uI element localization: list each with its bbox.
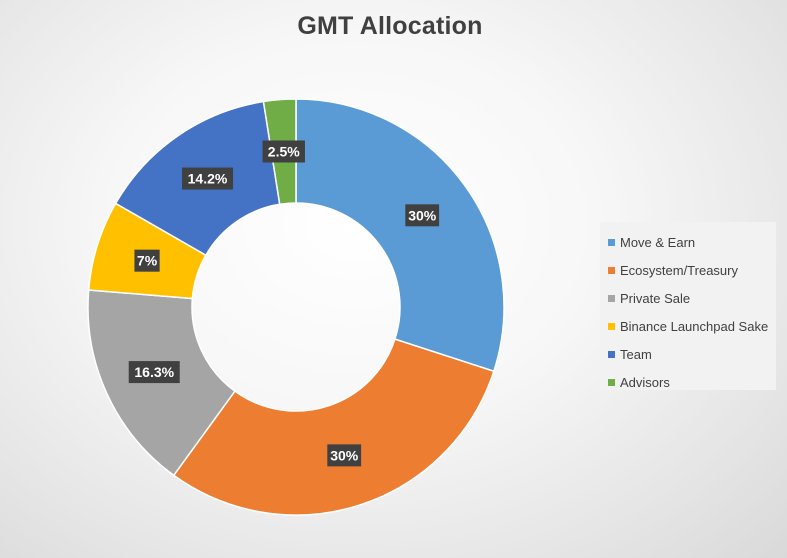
legend-label: Advisors (620, 374, 670, 390)
data-label: 14.2% (182, 167, 234, 190)
data-label-text: 16.3% (134, 364, 174, 380)
data-label-box (262, 140, 305, 163)
legend-swatch-move-earn (608, 238, 615, 246)
legend-label: Ecosystem/Treasury (620, 262, 738, 278)
data-label-box (128, 361, 180, 384)
data-label-text: 2.5% (268, 143, 300, 159)
data-label-box (134, 249, 160, 272)
data-label: 30% (405, 204, 440, 227)
chart-title: GMT Allocation (297, 12, 483, 40)
legend-swatch-binance-launchpad (608, 322, 615, 330)
data-label: 7% (134, 249, 160, 272)
slices-group (87, 98, 505, 516)
legend-item-binance-launchpad: Binance Launchpad Sake (600, 312, 776, 340)
data-label-box (405, 204, 440, 227)
legend-label: Binance Launchpad Sake (620, 318, 769, 334)
data-label-box (327, 444, 362, 467)
data-label: 16.3% (128, 361, 180, 384)
data-label-text: 30% (330, 447, 359, 463)
data-label-text: 7% (137, 253, 158, 269)
legend-label: Team (620, 346, 652, 362)
chart-legend: Move & Earn Ecosystem/Treasury Private S… (600, 222, 776, 390)
legend-label: Move & Earn (620, 234, 696, 250)
donut-chart: 30% 30% 16.3% 7% 14.2% 2.5% (87, 98, 505, 516)
data-labels-group: 30% 30% 16.3% 7% 14.2% 2.5% (128, 140, 440, 467)
data-label-text: 30% (408, 207, 437, 223)
legend-swatch-advisors (608, 378, 615, 386)
legend-item-advisors: Advisors (600, 368, 776, 396)
data-label: 30% (327, 444, 362, 467)
legend-item-private-sale: Private Sale (600, 284, 776, 312)
legend-item-move-earn: Move & Earn (600, 228, 776, 256)
legend-item-team: Team (600, 340, 776, 368)
data-label-text: 14.2% (188, 171, 228, 187)
legend-swatch-private-sale (608, 294, 615, 302)
legend-label: Private Sale (620, 290, 691, 306)
data-label-box (182, 167, 234, 190)
legend-item-ecosystem-treasury: Ecosystem/Treasury (600, 256, 776, 284)
data-label: 2.5% (262, 140, 305, 163)
slice-ecosystem-treasury (172, 338, 495, 516)
legend-swatch-ecosystem-treasury (608, 266, 615, 274)
legend-swatch-team (608, 350, 615, 358)
slice-move-earn (295, 98, 505, 373)
